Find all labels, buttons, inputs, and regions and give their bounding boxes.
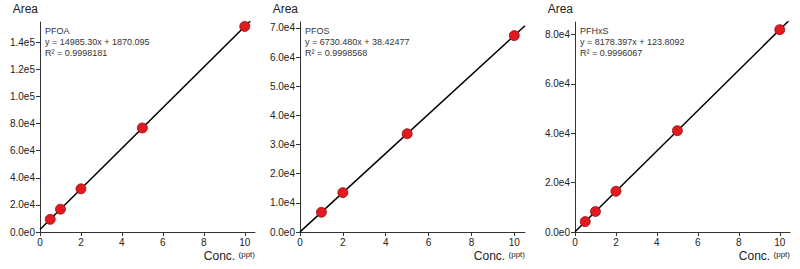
svg-text:8: 8 bbox=[736, 237, 742, 248]
svg-text:2: 2 bbox=[613, 237, 619, 248]
svg-text:2.0e4: 2.0e4 bbox=[270, 168, 295, 179]
svg-text:4.0e4: 4.0e4 bbox=[545, 128, 570, 139]
svg-text:1.0e5: 1.0e5 bbox=[10, 91, 35, 102]
svg-text:(ppt): (ppt) bbox=[239, 250, 256, 259]
svg-text:6: 6 bbox=[426, 237, 432, 248]
svg-text:6.0e4: 6.0e4 bbox=[545, 78, 570, 89]
svg-text:8.0e4: 8.0e4 bbox=[545, 29, 570, 40]
svg-text:3.0e4: 3.0e4 bbox=[270, 139, 295, 150]
svg-text:2.0e4: 2.0e4 bbox=[10, 199, 35, 210]
svg-text:4.0e4: 4.0e4 bbox=[270, 110, 295, 121]
svg-text:2.0e4: 2.0e4 bbox=[545, 177, 570, 188]
svg-text:(ppt): (ppt) bbox=[509, 250, 526, 259]
svg-text:1.4e5: 1.4e5 bbox=[10, 37, 35, 48]
svg-text:0.0e0: 0.0e0 bbox=[545, 227, 570, 238]
svg-text:6.0e4: 6.0e4 bbox=[270, 52, 295, 63]
svg-text:0.0e0: 0.0e0 bbox=[270, 227, 295, 238]
svg-text:Conc.: Conc. bbox=[739, 249, 770, 263]
svg-text:Conc.: Conc. bbox=[474, 249, 505, 263]
svg-text:R² = 0.9998181: R² = 0.9998181 bbox=[45, 48, 107, 58]
svg-text:4: 4 bbox=[654, 237, 660, 248]
svg-text:8: 8 bbox=[469, 237, 475, 248]
svg-text:6.0e4: 6.0e4 bbox=[10, 145, 35, 156]
svg-text:PFOA: PFOA bbox=[45, 26, 70, 36]
svg-text:y = 14985.30x + 1870.095: y = 14985.30x + 1870.095 bbox=[45, 37, 150, 47]
svg-text:10: 10 bbox=[774, 237, 786, 248]
svg-text:y = 8178.397x + 123.8092: y = 8178.397x + 123.8092 bbox=[580, 37, 685, 47]
svg-text:8.0e4: 8.0e4 bbox=[10, 118, 35, 129]
svg-text:0: 0 bbox=[572, 237, 578, 248]
svg-text:Area: Area bbox=[273, 2, 299, 16]
svg-text:0: 0 bbox=[297, 237, 303, 248]
svg-text:PFOS: PFOS bbox=[305, 26, 330, 36]
svg-text:5.0e4: 5.0e4 bbox=[270, 81, 295, 92]
svg-text:10: 10 bbox=[239, 237, 251, 248]
svg-text:7.0e4: 7.0e4 bbox=[270, 22, 295, 33]
svg-text:1.0e4: 1.0e4 bbox=[270, 197, 295, 208]
svg-text:(ppt): (ppt) bbox=[774, 250, 791, 259]
svg-text:y = 6730.480x + 38.42477: y = 6730.480x + 38.42477 bbox=[305, 37, 410, 47]
svg-text:Area: Area bbox=[13, 2, 39, 16]
svg-text:4: 4 bbox=[383, 237, 389, 248]
svg-text:R² = 0.9996067: R² = 0.9996067 bbox=[580, 48, 642, 58]
svg-text:6: 6 bbox=[160, 237, 166, 248]
svg-text:0: 0 bbox=[37, 237, 43, 248]
svg-text:1.2e5: 1.2e5 bbox=[10, 64, 35, 75]
svg-text:0.0e0: 0.0e0 bbox=[10, 227, 35, 238]
svg-text:8: 8 bbox=[201, 237, 207, 248]
svg-text:4: 4 bbox=[119, 237, 125, 248]
svg-text:2: 2 bbox=[340, 237, 346, 248]
svg-text:2: 2 bbox=[78, 237, 84, 248]
svg-text:6: 6 bbox=[695, 237, 701, 248]
svg-text:Area: Area bbox=[548, 2, 574, 16]
svg-text:PFHxS: PFHxS bbox=[580, 26, 609, 36]
svg-text:4.0e4: 4.0e4 bbox=[10, 172, 35, 183]
svg-text:Conc.: Conc. bbox=[204, 249, 235, 263]
svg-text:R² = 0.9998568: R² = 0.9998568 bbox=[305, 48, 367, 58]
svg-text:10: 10 bbox=[509, 237, 521, 248]
